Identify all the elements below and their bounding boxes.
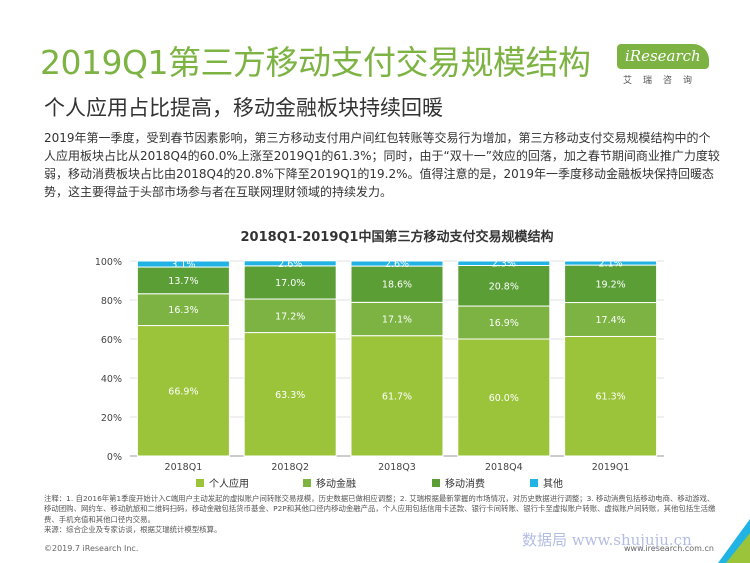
- bar-segment: [457, 264, 551, 307]
- data-label: 16.9%: [489, 318, 519, 329]
- watermark: 数据局 www.shujuju.cn: [522, 531, 692, 549]
- iresearch-logo: iResearch 艾瑞咨询: [617, 44, 729, 90]
- corner-decoration-icon: [718, 519, 750, 563]
- bar-segment: [457, 305, 551, 340]
- bar-segment: [350, 301, 444, 337]
- bar-segment: [564, 335, 658, 457]
- bar-segment: [564, 260, 658, 266]
- bar-segment: [350, 335, 444, 457]
- data-label: 2.6%: [278, 259, 302, 270]
- x-tick-label: 2018Q4: [485, 462, 523, 473]
- summary-paragraph: 2019年第一季度，受到春节因素影响，第三方移动支付用户间红包转账等交易行为增加…: [44, 131, 720, 199]
- legend-swatch: [196, 479, 204, 487]
- legend-swatch: [530, 479, 538, 487]
- bar-segment: [457, 260, 551, 266]
- source-text: 来源：综合企业及专家访谈，根据艾瑞统计模型核算。: [44, 524, 222, 534]
- note-text: 注释：1. 自2016年第1季度开始计入C端用户主动发起的虚拟账户间转账交易规模…: [44, 494, 716, 524]
- bar-segment: [564, 302, 658, 337]
- bar-segment: [564, 264, 658, 304]
- legend-label: 其他: [543, 477, 563, 490]
- website-url: www.iresearch.com.cn: [624, 544, 714, 553]
- page-title: 2019Q1第三方移动支付交易规模结构: [40, 43, 591, 82]
- copyright: ©2019.7 iResearch Inc.: [44, 544, 139, 553]
- bar-segment: [350, 260, 444, 267]
- data-label: 2.3%: [492, 259, 516, 270]
- page-subtitle: 个人应用占比提高，移动金融板块持续回暖: [44, 96, 443, 120]
- y-tick-label: 40%: [101, 374, 122, 385]
- data-label: 17.2%: [275, 311, 305, 322]
- bar-segment: [243, 260, 337, 267]
- data-label: 60.0%: [489, 393, 519, 404]
- bar-segment: [136, 260, 230, 268]
- y-tick-label: 100%: [95, 257, 122, 268]
- data-label: 66.9%: [168, 386, 198, 397]
- chart-notes: 注释：1. 自2016年第1季度开始计入C端用户主动发起的虚拟账户间转账交易规模…: [44, 494, 716, 535]
- data-label: 61.3%: [596, 392, 626, 403]
- stacked-bar-chart: 2018Q1-2019Q1中国第三方移动支付交易规模结构 0% 20% 40% 60% 8…: [95, 229, 664, 490]
- bar-segment: [136, 325, 230, 457]
- y-tick-label: 60%: [101, 335, 122, 346]
- data-label: 19.2%: [596, 279, 626, 290]
- legend-label: 个人应用: [209, 477, 249, 490]
- x-tick-label: 2019Q1: [592, 462, 630, 473]
- legend-swatch: [303, 479, 311, 487]
- data-label: 13.7%: [168, 276, 198, 287]
- y-tick-label: 80%: [101, 296, 122, 307]
- bar-segment: [457, 338, 551, 457]
- data-label: 17.4%: [596, 315, 626, 326]
- x-tick-label: 2018Q2: [271, 462, 309, 473]
- data-label: 3.1%: [171, 260, 195, 271]
- legend-label: 移动金融: [316, 477, 356, 490]
- data-label: 61.7%: [382, 391, 412, 402]
- logo-chinese: 艾瑞咨询: [623, 76, 704, 86]
- y-tick-label: 20%: [101, 413, 122, 424]
- y-tick-label: 0%: [107, 452, 122, 463]
- data-label: 17.0%: [275, 278, 305, 289]
- x-tick-label: 2018Q1: [165, 462, 203, 473]
- data-label: 2.6%: [385, 259, 409, 270]
- data-label: 20.8%: [489, 281, 519, 292]
- x-tick-label: 2018Q3: [378, 462, 416, 473]
- logo-brand: iResearch: [617, 44, 709, 69]
- data-label: 17.1%: [382, 315, 412, 326]
- bar-segment: [350, 265, 444, 303]
- chart-title: 2018Q1-2019Q1中国第三方移动支付交易规模结构: [241, 229, 554, 245]
- data-label: 18.6%: [382, 280, 412, 291]
- data-label: 16.3%: [168, 305, 198, 316]
- legend-swatch: [432, 479, 440, 487]
- bar-segment: [136, 293, 230, 327]
- legend-label: 移动消费: [445, 477, 485, 490]
- bar-segment: [243, 265, 337, 300]
- bar-segment: [136, 266, 230, 295]
- data-label: 63.3%: [275, 390, 305, 401]
- data-label: 2.1%: [599, 259, 623, 270]
